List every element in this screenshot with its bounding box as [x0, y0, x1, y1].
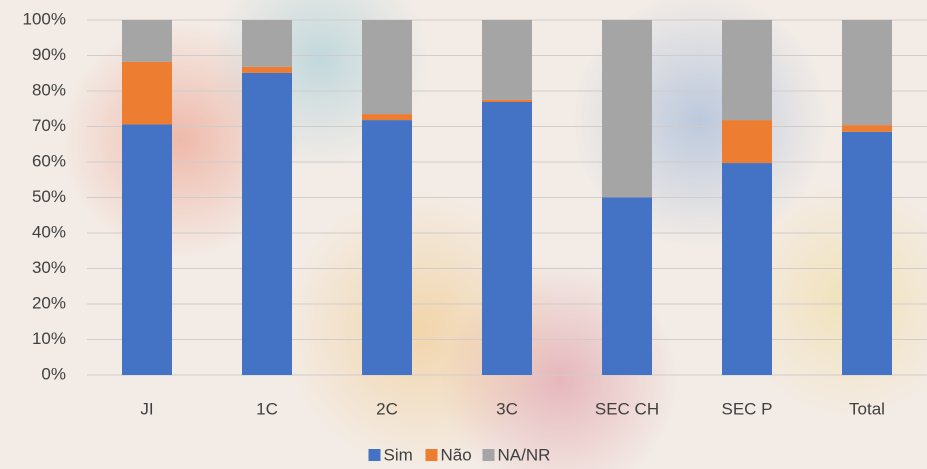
bar-segment [242, 67, 292, 73]
bar-segment [722, 163, 772, 375]
bar-segment [362, 114, 412, 120]
y-tick-label: 60% [32, 151, 66, 170]
x-tick-label: 1C [256, 399, 278, 418]
bar-segment [842, 20, 892, 125]
bar-segment [842, 125, 892, 132]
bar-segment [722, 20, 772, 120]
bar-segment [842, 132, 892, 375]
x-tick-label: 3C [496, 399, 518, 418]
x-tick-label: SEC P [721, 399, 772, 418]
bar-segment [602, 20, 652, 198]
y-tick-label: 80% [32, 80, 66, 99]
y-tick-label: 70% [32, 116, 66, 135]
y-tick-label: 30% [32, 258, 66, 277]
bar-segment [482, 100, 532, 102]
bar-segment [602, 198, 652, 376]
legend-label: NA/NR [498, 445, 551, 464]
y-tick-label: 0% [41, 364, 66, 383]
y-tick-label: 90% [32, 45, 66, 64]
bar-segment [362, 20, 412, 114]
bar-segment [722, 120, 772, 163]
bar-segment [482, 102, 532, 375]
bar-segment [242, 20, 292, 67]
bar-segment [122, 62, 172, 124]
bar-segment [122, 124, 172, 375]
x-tick-label: SEC CH [595, 399, 659, 418]
x-tick-label: 2C [376, 399, 398, 418]
bar-segment [482, 20, 532, 100]
legend-label: Não [441, 445, 472, 464]
chart-container: 0% 10% 20% 30% 40% 50% 60% 70% 80% 90% 100% JI 1C 2C 3… [0, 0, 927, 469]
legend-swatch [483, 449, 495, 461]
y-tick-label: 100% [23, 9, 66, 28]
bar-segment [122, 20, 172, 62]
x-tick-label: JI [140, 399, 153, 418]
x-tick-label: Total [849, 399, 885, 418]
y-tick-label: 10% [32, 329, 66, 348]
legend-swatch [426, 449, 438, 461]
bar-segment [362, 120, 412, 375]
legend-swatch [369, 449, 381, 461]
y-tick-label: 20% [32, 293, 66, 312]
chart: 0% 10% 20% 30% 40% 50% 60% 70% 80% 90% 100% JI 1C 2C 3… [0, 0, 927, 469]
legend-label: Sim [384, 445, 413, 464]
y-tick-label: 50% [32, 187, 66, 206]
bar-segment [242, 73, 292, 375]
y-tick-label: 40% [32, 222, 66, 241]
